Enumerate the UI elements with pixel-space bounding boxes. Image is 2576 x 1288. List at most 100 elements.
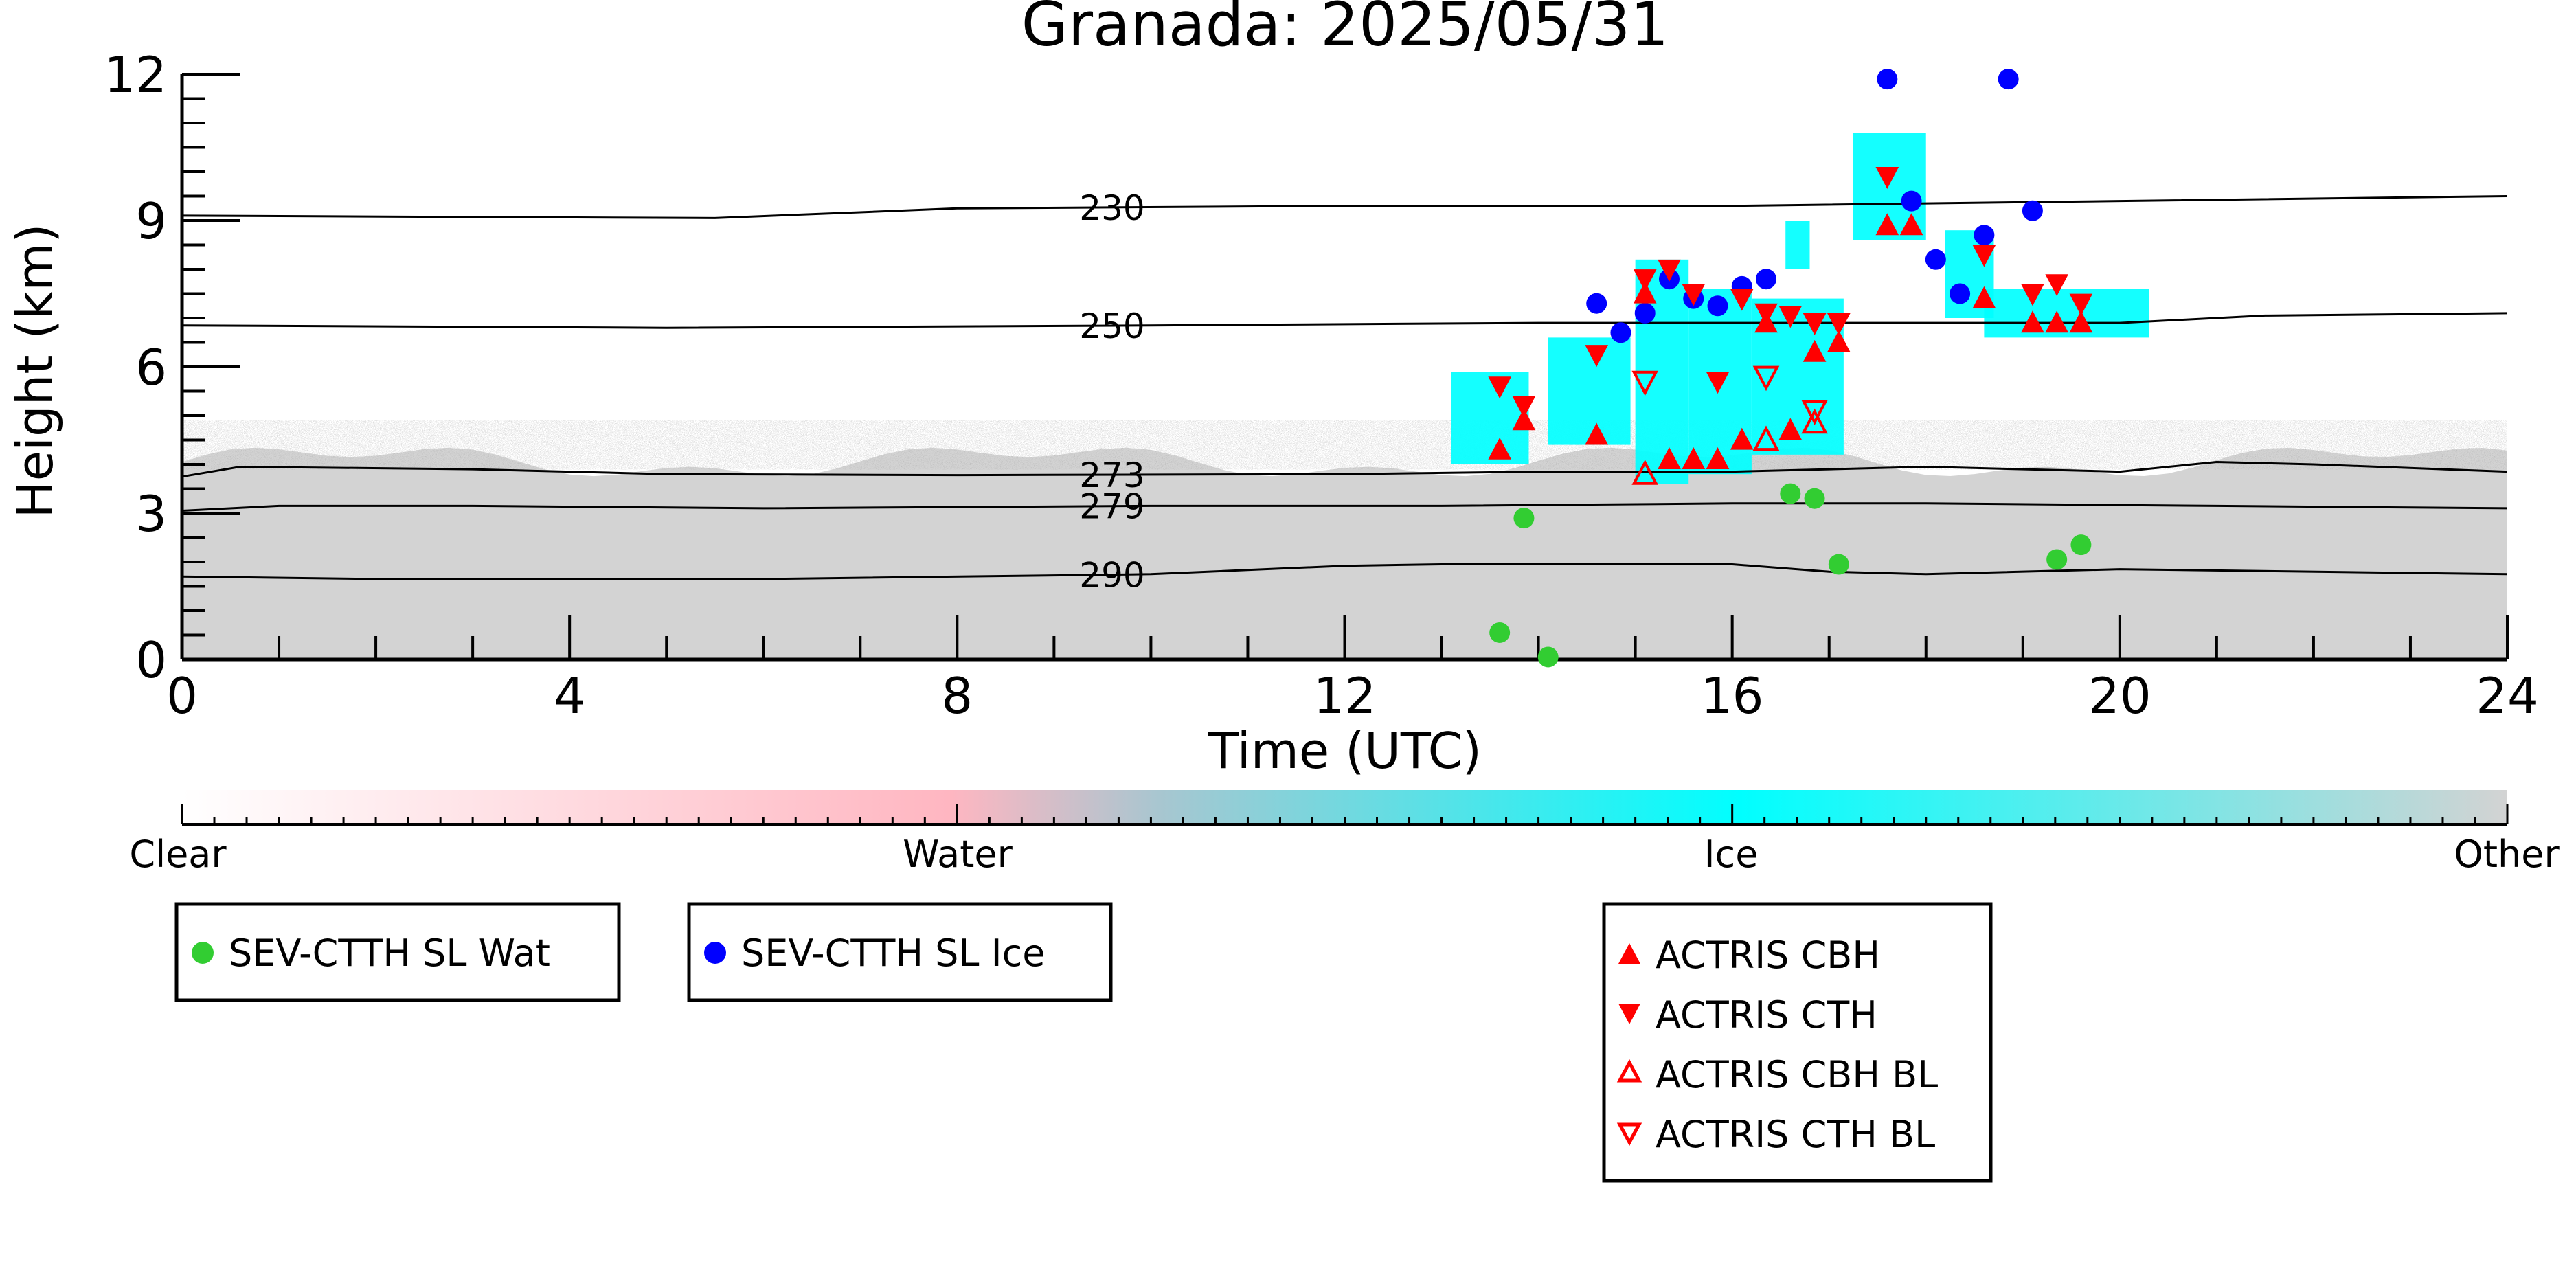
x-tick-label: 12 (1313, 667, 1377, 725)
sev-ctth-sl-wat-point (1780, 483, 1801, 504)
legend-label-cbh-bl: ACTRIS CBH BL (1656, 1053, 1938, 1096)
isotherm-label: 273 (1079, 455, 1144, 495)
actris-cbh-bl-point (1631, 460, 1659, 485)
sev-ctth-sl-wat-point (2070, 534, 2092, 556)
actris-cth-point (1730, 289, 1754, 311)
sev-ctth-sl-ice-point (1877, 69, 1898, 90)
x-tick-label: 0 (166, 667, 198, 725)
legend-label-cth-bl: ACTRIS CTH BL (1656, 1113, 1935, 1156)
actris-cbh-point (1658, 447, 1681, 469)
actris-cbh-point (1585, 422, 1609, 445)
actris-cth-point (1512, 396, 1536, 418)
legend-wat: SEV-CTTH SL Wat (174, 902, 621, 1002)
actris-cth-point (1875, 167, 1899, 189)
actris-cbh-point (1803, 339, 1827, 362)
actris-cbh-point (1972, 286, 1996, 308)
sev-ctth-sl-ice-point (1634, 302, 1656, 324)
actris-cbh-point (1899, 213, 1923, 236)
sev-ctth-sl-ice-point (1707, 295, 1728, 317)
actris-cbh-point (1633, 281, 1657, 304)
sev-ctth-sl-ice-point (2022, 200, 2043, 221)
actris-cth-point (2069, 293, 2093, 316)
x-axis-label: Time (UTC) (1208, 722, 1482, 780)
legend-marker-ice (704, 942, 726, 964)
actris-cth-point (1488, 376, 1512, 399)
sev-ctth-sl-ice-point (1901, 190, 1922, 212)
legend-ice: SEV-CTTH SL Ice (687, 902, 1113, 1002)
y-tick-label: 3 (135, 485, 167, 543)
isotherm-label: 279 (1079, 487, 1144, 527)
isotherm-line (181, 502, 2508, 512)
sev-ctth-sl-wat-point (1804, 488, 1825, 509)
actris-cbh-point (1706, 447, 1730, 469)
actris-cbh-point (2021, 310, 2044, 333)
actris-cbh-bl-point (1801, 408, 1828, 434)
actris-cth-point (1972, 245, 1996, 267)
isotherm-line (181, 563, 2508, 580)
actris-cbh-point (1512, 408, 1536, 431)
actris-cbh-point (2069, 310, 2093, 333)
actris-cth-point (1754, 303, 1778, 326)
legend-marker-cbh (1618, 943, 1640, 964)
sev-ctth-sl-ice-point (1610, 322, 1631, 343)
colorbar-label-water: Water (903, 833, 1013, 876)
isotherm-line (181, 195, 2508, 219)
actris-cth-point (1682, 284, 1706, 306)
legend-box-wat (174, 902, 621, 1002)
x-tick-label: 20 (2088, 667, 2151, 725)
legend-marker-cbh-bl (1616, 1059, 1642, 1083)
sev-ctth-sl-wat-point (1489, 622, 1511, 643)
sev-ctth-sl-ice-point (1950, 283, 1971, 304)
y-tick-label: 0 (135, 631, 167, 689)
sev-ctth-sl-ice-point (1974, 225, 1995, 246)
x-tick-label: 8 (941, 667, 973, 725)
isotherm-label: 250 (1079, 306, 1144, 346)
actris-cth-point (1585, 345, 1609, 368)
sev-ctth-sl-ice-point (1998, 69, 2019, 90)
isotherm-label: 230 (1079, 188, 1144, 228)
plot-background (182, 420, 2507, 659)
legend-label-wat: SEV-CTTH SL Wat (229, 931, 550, 975)
legend-actris: ACTRIS CBH ACTRIS CTH ACTRIS CBH BL ACTR… (1602, 902, 1993, 1183)
other-class-area (182, 447, 2507, 659)
actris-cbh-point (1488, 437, 1512, 460)
legend-marker-cth-bl (1616, 1122, 1642, 1146)
actris-cth-point (1658, 259, 1681, 282)
sev-ctth-sl-wat-point (2046, 549, 2068, 570)
legend-label-cth: ACTRIS CTH (1656, 993, 1877, 1037)
legend-box-actris (1602, 902, 1993, 1183)
sev-ctth-sl-ice-point (1756, 269, 1777, 290)
speckle-texture (182, 420, 2507, 470)
colorbar: Clear Water Ice Other (129, 790, 2560, 876)
ice-region (1451, 372, 1529, 464)
actris-cbh-point (1827, 330, 1851, 352)
actris-cbh-bl-point (1752, 425, 1780, 451)
actris-cth-point (2045, 274, 2069, 297)
actris-cth-point (1803, 313, 1827, 335)
sev-ctth-sl-wat-point (1513, 508, 1535, 529)
sev-ctth-sl-wat-point (1537, 646, 1559, 668)
actris-cbh-point (1875, 213, 1899, 236)
colorbar-ticks (181, 804, 2509, 824)
x-tick-label: 24 (2476, 667, 2539, 725)
legend-box-ice (687, 902, 1113, 1002)
actris-cth-bl-point (1631, 370, 1659, 396)
sev-ctth-sl-ice-point (1586, 293, 1607, 314)
isotherm-line (181, 460, 2508, 478)
actris-cth-bl-point (1801, 400, 1828, 425)
isotherm-line (181, 312, 2508, 329)
y-tick-label: 12 (104, 46, 167, 104)
axes: 0 3 6 9 12 0 4 8 12 16 20 24 (104, 46, 2538, 725)
actris-cth-point (1633, 269, 1657, 292)
ice-region (1785, 221, 1810, 269)
actris-cth-point (2021, 284, 2044, 306)
actris-cbh-point (2045, 310, 2069, 333)
legend-label-ice: SEV-CTTH SL Ice (741, 931, 1046, 975)
chart-title: Granada: 2025/05/31 (1021, 0, 1669, 60)
legend-marker-wat (192, 942, 214, 964)
legend-label-cbh: ACTRIS CBH (1656, 934, 1880, 977)
y-axis-label: Height (km) (6, 224, 64, 519)
data-markers (1488, 69, 2093, 668)
